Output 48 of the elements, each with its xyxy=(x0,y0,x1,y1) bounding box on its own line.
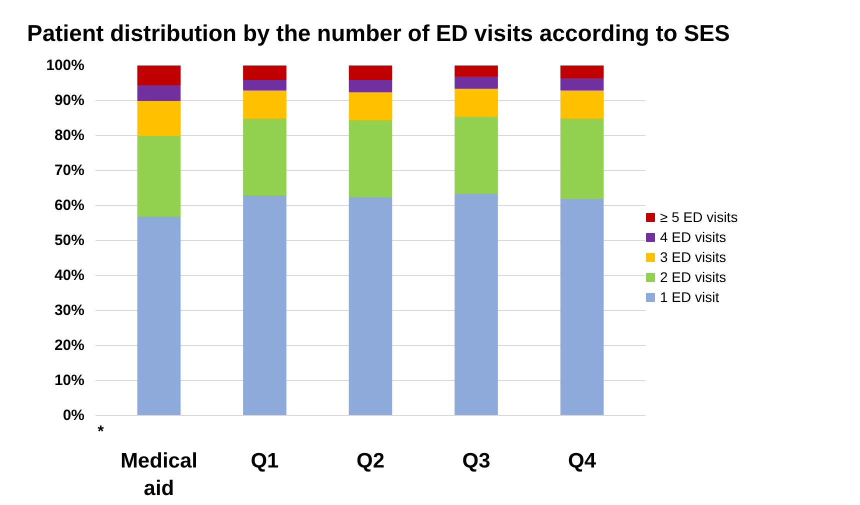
x-tick-label: Medical aid xyxy=(120,450,198,500)
legend-label: 4 ED visits xyxy=(660,229,726,245)
bar xyxy=(454,66,498,76)
bar xyxy=(560,77,604,90)
y-tick-label: 70% xyxy=(54,162,85,179)
bar xyxy=(348,91,392,120)
bar xyxy=(348,66,392,80)
bar xyxy=(137,84,181,101)
bar xyxy=(560,66,604,78)
legend-label: 3 ED visits xyxy=(660,249,726,265)
y-tick-label: 20% xyxy=(54,337,85,354)
y-tick-label: 10% xyxy=(54,372,85,389)
bar xyxy=(243,79,286,90)
y-tick-label: 30% xyxy=(54,302,85,319)
bar xyxy=(560,118,604,199)
bar xyxy=(243,194,286,416)
bar xyxy=(243,90,286,118)
bar xyxy=(137,135,181,216)
bar xyxy=(137,216,181,416)
y-tick-label: 0% xyxy=(62,407,85,424)
bar xyxy=(348,196,392,416)
x-tick-label: Q4 xyxy=(568,450,596,472)
bar xyxy=(348,119,392,198)
bar xyxy=(243,66,286,80)
x-tick-label: Q3 xyxy=(462,450,490,472)
bar xyxy=(454,76,498,89)
bar xyxy=(454,88,498,117)
bar xyxy=(243,118,286,196)
bar xyxy=(560,90,604,118)
text: * xyxy=(98,424,105,440)
y-tick-label: 50% xyxy=(54,232,85,249)
y-tick-label: 40% xyxy=(54,267,85,284)
bar xyxy=(560,198,604,416)
bar xyxy=(454,116,498,194)
x-tick-label: Q2 xyxy=(356,450,385,472)
bar xyxy=(348,79,392,92)
legend-label: 2 ED visits xyxy=(660,269,726,285)
y-tick-label: 90% xyxy=(54,92,85,109)
bar xyxy=(137,66,181,86)
legend-label: 1 ED visit xyxy=(660,289,720,305)
bar xyxy=(454,192,498,416)
y-tick-label: 100% xyxy=(46,57,85,74)
x-tick-label: Q1 xyxy=(250,450,280,472)
chart-title: Patient distribution by the number of ED visits according to SES xyxy=(27,19,730,48)
y-tick-label: 60% xyxy=(54,197,85,214)
y-tick-label: 80% xyxy=(54,127,85,144)
bar xyxy=(137,100,181,136)
legend-label: ≥ 5 ED visits xyxy=(660,209,738,225)
